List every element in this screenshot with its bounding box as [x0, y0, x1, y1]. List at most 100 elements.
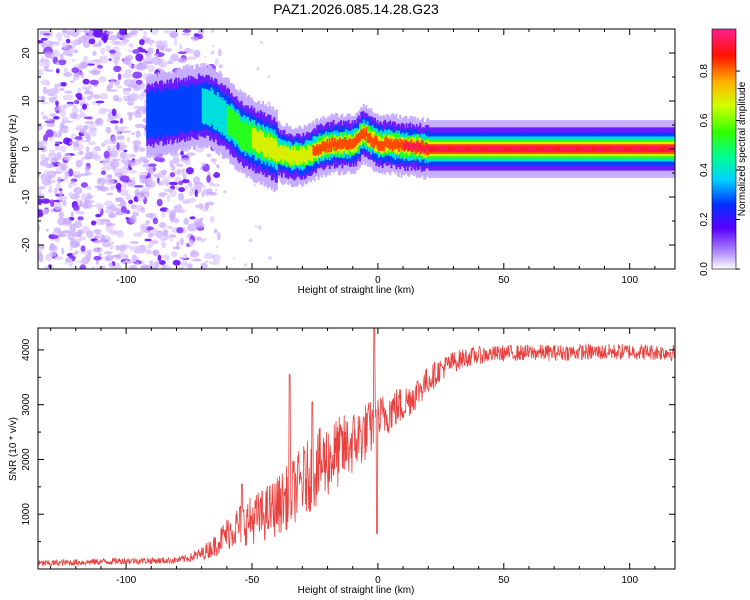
ridge-cell [190, 84, 193, 130]
ridge-cell [438, 146, 441, 152]
noise-speck [123, 79, 134, 87]
noise-speck [77, 36, 88, 43]
noise-speck [73, 204, 80, 211]
ridge-cell [185, 85, 188, 131]
colorbar-tick-label: 0.0 [699, 262, 710, 276]
ridge-cell [369, 132, 371, 143]
noise-speck [143, 99, 148, 105]
ridge-cell [527, 146, 530, 152]
ridge-cell [511, 146, 514, 152]
noise-speck [93, 228, 102, 235]
noise-speck [195, 204, 200, 208]
ridge-cell [422, 145, 424, 151]
ridge-cell [213, 94, 215, 129]
noise-speck [90, 220, 97, 226]
ridge-cell [267, 134, 269, 155]
ridge-cell [534, 146, 536, 152]
noise-speck [48, 152, 57, 157]
ridge-cell [584, 146, 587, 152]
ridge-peak [447, 147, 454, 151]
noise-speck [70, 31, 80, 38]
noise-speck [93, 30, 104, 38]
ridge-cell [652, 146, 655, 152]
noise-speck [128, 43, 134, 48]
noise-speck [117, 204, 121, 207]
ridge-cell [639, 146, 642, 152]
noise-speck [212, 172, 215, 175]
noise-speck [116, 85, 123, 89]
noise-speck [212, 253, 221, 263]
noise-speck [133, 144, 139, 153]
ridge-cell [372, 138, 375, 149]
noise-speck [45, 129, 54, 138]
y-tick-label: 20 [21, 47, 32, 59]
noise-speck [115, 163, 121, 166]
noise-speck [108, 262, 114, 268]
ridge-cell [375, 136, 378, 146]
y-tick-label: 4000 [21, 338, 32, 361]
noise-speck [206, 153, 212, 158]
ridge-cell [286, 147, 288, 162]
ridge-cell [328, 138, 331, 149]
noise-speck [148, 163, 157, 167]
ridge-cell [564, 146, 567, 152]
ridge-cell [320, 144, 322, 155]
ridge-cell [489, 146, 492, 152]
noise-speck [108, 89, 118, 92]
noise-speck [101, 218, 110, 222]
ridge-cell [667, 146, 670, 152]
noise-speck [211, 255, 215, 259]
heatmap-data [38, 29, 675, 269]
ridge-cell [619, 146, 622, 152]
ridge-cell [192, 85, 195, 131]
ridge-cell [394, 140, 397, 150]
noise-speck [162, 177, 170, 186]
noise-speck [79, 251, 90, 255]
noise-speck [46, 60, 50, 67]
ridge-peak [604, 147, 611, 151]
ridge-cell [288, 148, 291, 164]
noise-speck [204, 55, 207, 58]
noise-speck [129, 34, 137, 37]
noise-speck [121, 181, 127, 189]
noise-speck [43, 33, 51, 36]
noise-speck [38, 95, 42, 100]
ridge-cell [201, 88, 204, 123]
ridge-cell [200, 85, 203, 132]
noise-speck [156, 177, 160, 184]
y-tick-label: 1000 [21, 503, 32, 526]
ridge-cell [658, 146, 661, 152]
ridge-cell [244, 120, 247, 148]
noise-speck [185, 167, 194, 175]
noise-speck [134, 106, 142, 110]
noise-speck [177, 57, 188, 63]
ridge-cell [332, 140, 335, 151]
ridge-cell [385, 136, 388, 147]
ridge-cell [327, 142, 330, 153]
ridge-cell [202, 89, 205, 125]
noise-speck [244, 263, 248, 267]
noise-speck [119, 29, 127, 36]
ridge-cell [603, 146, 606, 152]
ridge-cell [343, 137, 346, 147]
noise-speck [73, 49, 79, 54]
ridge-cell [170, 87, 173, 133]
noise-speck [268, 256, 272, 260]
noise-speck [68, 192, 74, 198]
noise-speck [132, 49, 140, 54]
noise-speck [213, 172, 221, 178]
ridge-cell [364, 130, 366, 141]
ridge-cell [531, 146, 534, 152]
noise-speck [72, 58, 76, 63]
noise-speck [89, 79, 99, 86]
ridge-cell [312, 145, 315, 155]
noise-speck [58, 196, 63, 202]
noise-speck [72, 252, 77, 257]
ridge-cell [153, 94, 156, 140]
colorbar-tick-label: 0.2 [699, 212, 710, 226]
noise-speck [75, 238, 83, 241]
ridge-cell [416, 139, 419, 150]
ridge-cell [569, 146, 572, 152]
noise-speck [60, 164, 67, 172]
noise-speck [132, 71, 143, 79]
